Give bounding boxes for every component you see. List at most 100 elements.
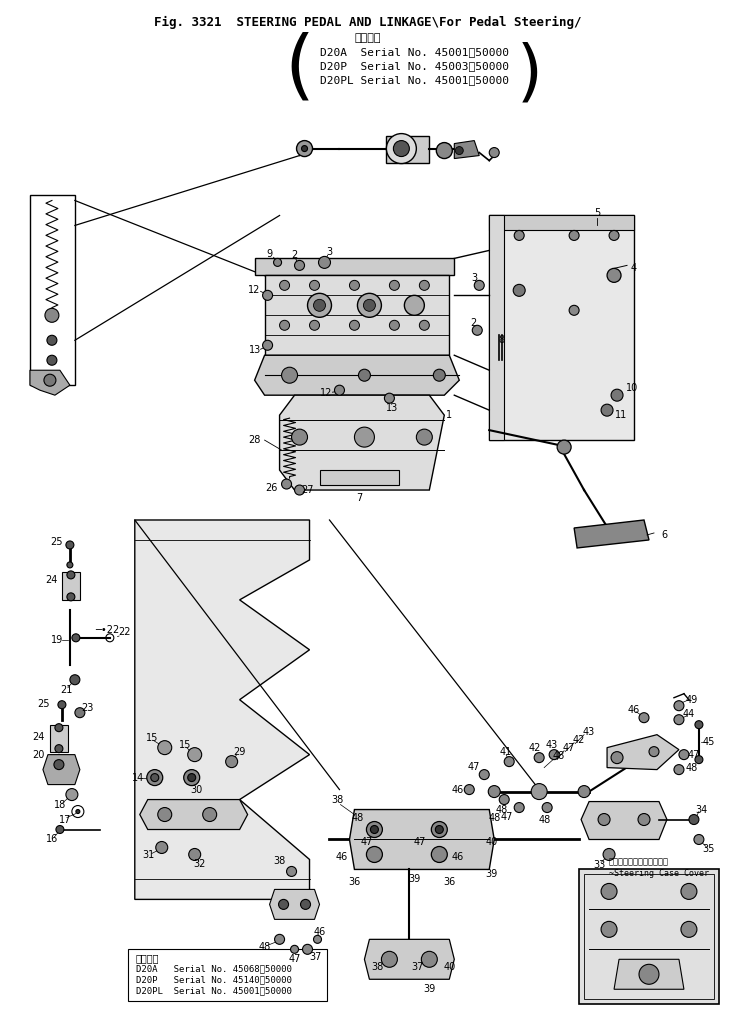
Circle shape — [364, 299, 375, 311]
Text: 48: 48 — [686, 763, 698, 772]
Circle shape — [534, 753, 544, 763]
Polygon shape — [489, 216, 634, 230]
Text: (: ( — [285, 32, 314, 106]
Text: 48: 48 — [539, 814, 551, 825]
Text: 36: 36 — [443, 877, 456, 887]
Circle shape — [681, 883, 697, 900]
Circle shape — [282, 368, 297, 383]
Circle shape — [489, 148, 499, 157]
Text: 37: 37 — [411, 962, 423, 973]
Circle shape — [294, 485, 305, 495]
Circle shape — [513, 284, 526, 297]
Text: 13: 13 — [249, 345, 261, 355]
Circle shape — [514, 230, 524, 240]
Text: ~Steering Case Cover: ~Steering Case Cover — [609, 869, 709, 878]
Circle shape — [263, 291, 272, 300]
Text: 38: 38 — [274, 857, 286, 867]
Circle shape — [76, 809, 80, 813]
Circle shape — [421, 951, 437, 967]
Text: 41: 41 — [499, 747, 512, 757]
Circle shape — [350, 280, 359, 291]
Polygon shape — [454, 141, 479, 158]
Circle shape — [649, 747, 659, 757]
Text: 46: 46 — [451, 785, 464, 795]
Circle shape — [638, 813, 650, 826]
Text: 適用号機: 適用号機 — [354, 33, 381, 43]
Text: 15: 15 — [146, 732, 158, 743]
Text: 3: 3 — [471, 273, 478, 283]
Circle shape — [55, 745, 63, 753]
Circle shape — [598, 813, 610, 826]
Text: 17: 17 — [59, 814, 71, 825]
Text: 48: 48 — [258, 943, 271, 952]
Text: 16: 16 — [46, 835, 58, 844]
Circle shape — [386, 134, 417, 163]
Circle shape — [66, 789, 78, 801]
Circle shape — [70, 675, 80, 685]
Circle shape — [381, 951, 397, 967]
Text: 40: 40 — [485, 837, 498, 847]
Polygon shape — [255, 355, 459, 395]
Circle shape — [607, 268, 621, 282]
Text: 31: 31 — [143, 850, 155, 861]
Circle shape — [679, 750, 689, 760]
Circle shape — [358, 294, 381, 317]
Circle shape — [420, 280, 429, 291]
Circle shape — [47, 355, 57, 366]
Text: 38: 38 — [331, 795, 344, 804]
Text: 15: 15 — [179, 739, 191, 750]
Polygon shape — [386, 136, 429, 162]
Circle shape — [282, 479, 291, 489]
Circle shape — [488, 786, 500, 798]
Circle shape — [58, 700, 66, 709]
Text: 35: 35 — [703, 844, 715, 854]
Text: 23: 23 — [82, 702, 94, 713]
Text: D20PL Serial No. 45001～50000: D20PL Serial No. 45001～50000 — [320, 75, 509, 84]
Circle shape — [367, 846, 383, 863]
Text: 30: 30 — [191, 785, 203, 795]
Text: D20A   Serial No. 45068～50000: D20A Serial No. 45068～50000 — [135, 964, 291, 974]
Circle shape — [557, 441, 571, 454]
Text: 24: 24 — [32, 731, 44, 741]
Polygon shape — [319, 470, 400, 485]
Text: 36: 36 — [348, 877, 361, 887]
Text: 5: 5 — [594, 208, 600, 219]
Circle shape — [72, 634, 80, 642]
Circle shape — [184, 769, 199, 786]
Circle shape — [75, 708, 85, 718]
Circle shape — [300, 900, 311, 909]
Circle shape — [291, 429, 308, 445]
Circle shape — [609, 230, 619, 240]
Polygon shape — [607, 734, 679, 769]
Circle shape — [47, 335, 57, 345]
Circle shape — [188, 748, 202, 762]
Text: 37: 37 — [309, 952, 322, 962]
Circle shape — [389, 280, 400, 291]
Circle shape — [695, 756, 703, 764]
Circle shape — [158, 807, 171, 822]
Polygon shape — [489, 216, 504, 441]
Circle shape — [694, 835, 704, 844]
Circle shape — [55, 724, 63, 731]
Polygon shape — [581, 801, 667, 839]
Polygon shape — [50, 725, 68, 752]
Circle shape — [569, 305, 579, 315]
Text: 25: 25 — [51, 537, 63, 547]
Circle shape — [146, 769, 163, 786]
Polygon shape — [269, 889, 319, 919]
Text: 46: 46 — [336, 852, 347, 863]
Circle shape — [263, 340, 272, 350]
Text: 2: 2 — [470, 318, 476, 329]
Polygon shape — [614, 959, 684, 989]
Text: D20PL  Serial No. 45001～50000: D20PL Serial No. 45001～50000 — [135, 986, 291, 995]
Circle shape — [151, 773, 159, 782]
Polygon shape — [364, 940, 454, 980]
Circle shape — [674, 715, 684, 725]
Circle shape — [54, 760, 64, 769]
Polygon shape — [255, 259, 454, 275]
Polygon shape — [264, 275, 449, 355]
Polygon shape — [30, 370, 70, 395]
Circle shape — [319, 257, 330, 268]
Circle shape — [603, 848, 615, 861]
Circle shape — [334, 385, 344, 395]
